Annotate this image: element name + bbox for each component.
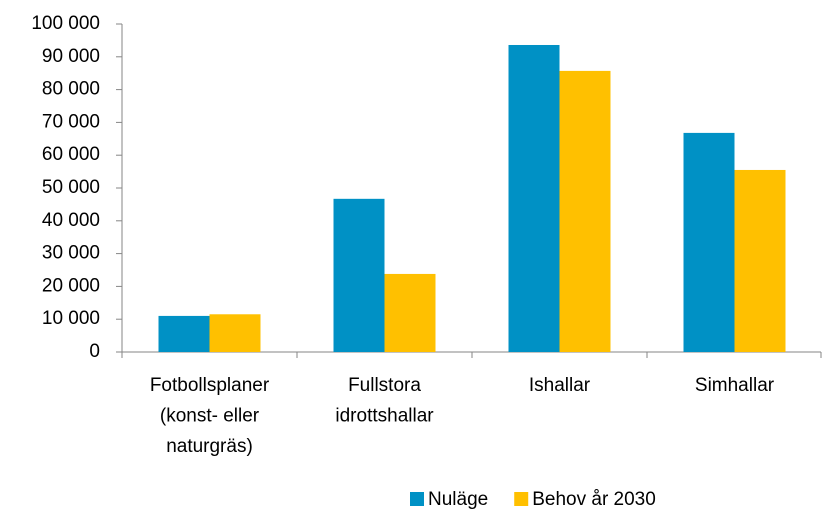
- bar: [384, 273, 436, 352]
- y-tick-label: 30 000: [42, 243, 100, 264]
- x-tick-label: Ishallar: [529, 375, 591, 396]
- bar: [559, 70, 611, 353]
- y-tick-label: 10 000: [42, 308, 100, 329]
- y-tick-label: 90 000: [42, 46, 100, 67]
- y-tick-label: 70 000: [42, 111, 100, 132]
- bar: [209, 314, 261, 352]
- y-tick-label: 50 000: [42, 177, 100, 198]
- legend-label: Nuläge: [428, 489, 488, 510]
- y-tick-label: 20 000: [42, 275, 100, 296]
- y-tick-label: 100 000: [31, 13, 100, 34]
- y-tick-label: 40 000: [42, 210, 100, 231]
- bar: [734, 169, 786, 352]
- legend-swatch: [514, 492, 529, 506]
- y-tick-label: 80 000: [42, 79, 100, 100]
- x-tick-label: Fotbollsplaner (konst- eller naturgräs): [150, 375, 270, 457]
- legend-label: Behov år 2030: [532, 489, 656, 510]
- bar: [158, 315, 210, 352]
- y-tick-label: 0: [89, 341, 100, 362]
- legend-swatch: [410, 492, 424, 506]
- x-tick-label: Simhallar: [695, 375, 775, 396]
- bar: [508, 44, 560, 352]
- bar: [333, 198, 385, 352]
- y-tick-label: 60 000: [42, 144, 100, 165]
- x-tick-label: Fullstora idrottshallar: [335, 375, 434, 426]
- bar: [683, 132, 735, 352]
